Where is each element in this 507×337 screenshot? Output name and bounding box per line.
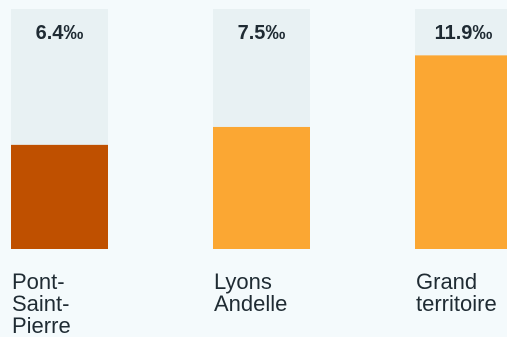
bar-1-category-label: Pont-Saint-Pierre [12, 269, 71, 337]
bar-3-category-label: Grand territoire [416, 269, 497, 316]
bar-1-category-line: Pont- [12, 269, 65, 294]
bar-1 [11, 144, 108, 249]
bar-3-category-line: Grand [416, 269, 477, 294]
bar-2-category-line: Andelle [214, 291, 287, 316]
bar-2 [213, 126, 310, 249]
bar-2-value-label: 7.5‰ [238, 22, 286, 44]
bar-2-category-label: Lyons Andelle [214, 269, 287, 316]
bar-1-category-line: Saint- [12, 291, 69, 316]
bar-1-category-line: Pierre [12, 313, 71, 337]
bar-1-value-label: 6.4‰ [36, 22, 84, 44]
bar-3-value-label: 11.9‰ [435, 22, 493, 44]
bar-3-category-line: territoire [416, 291, 497, 316]
bar-3 [415, 55, 507, 250]
bar-2-category-line: Lyons [214, 269, 272, 294]
